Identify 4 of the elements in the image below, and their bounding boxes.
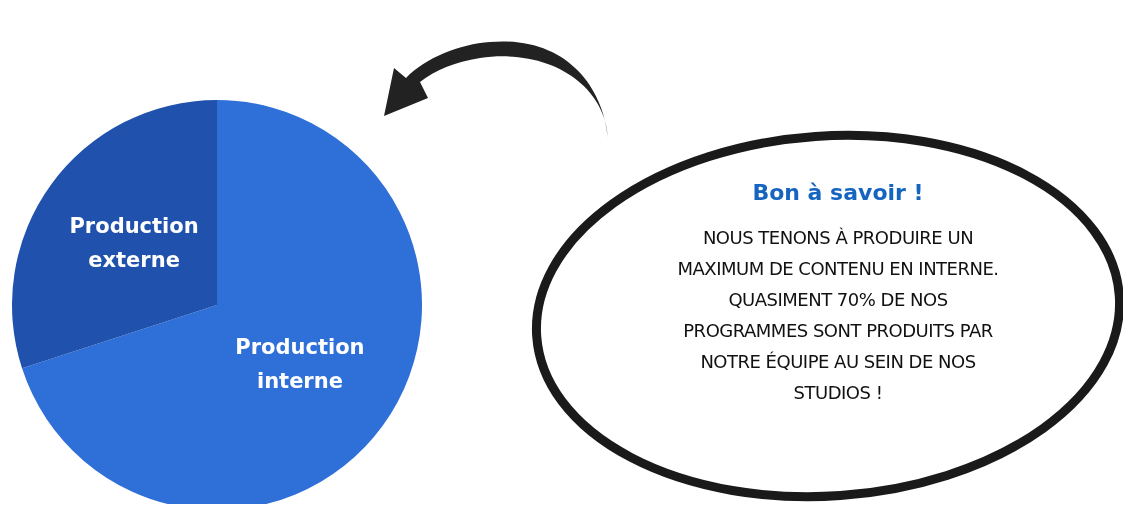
text: Bon à savoir ! [751, 180, 925, 205]
slice-label: Production externe [69, 214, 199, 273]
text: NOUS TENONS À PRODUIRE UN MAXIMUM DE CONTENU EN INTERNE. QUASIMENT 70% DE NOS PROGRAMMES SONT PRODUITS PAR NOTRE ÉQUIPE AU SEIN DE NOS STUDIOS ! [676, 226, 1000, 405]
slice-label: Production interne [235, 334, 365, 393]
